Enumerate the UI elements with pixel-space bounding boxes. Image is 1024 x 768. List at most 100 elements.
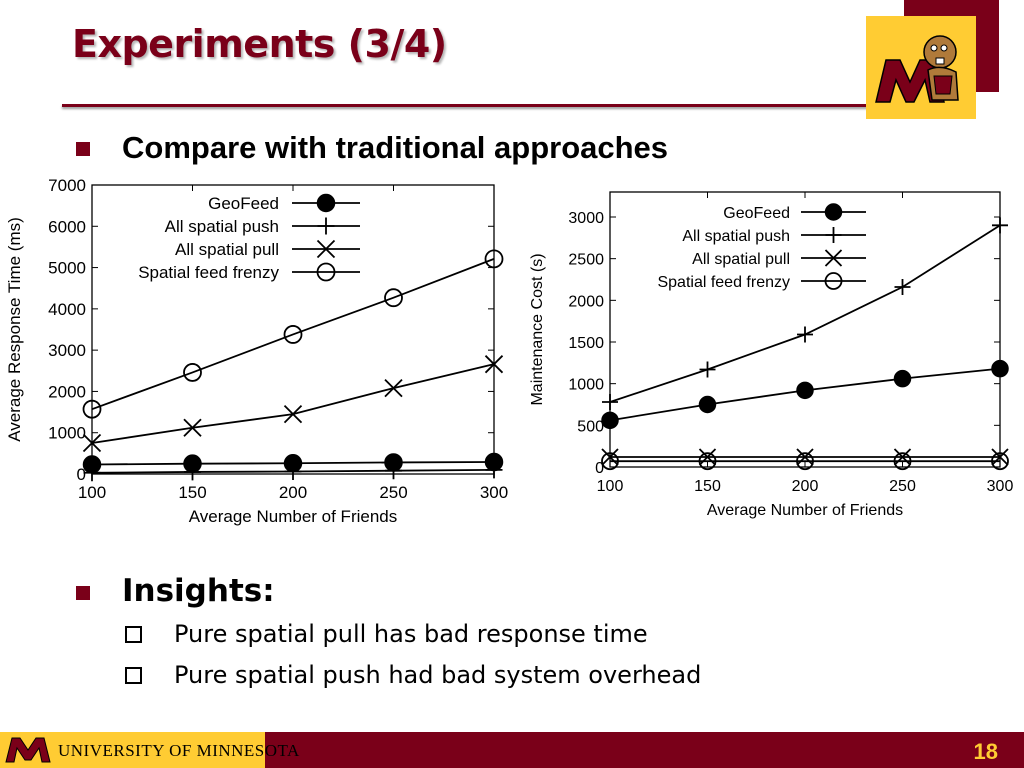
y-tick-label: 3000 [568,210,604,227]
y-tick-label: 2000 [48,382,86,401]
slide-title: Experiments (3/4) [72,22,447,66]
data-point [796,452,814,471]
legend-marker [825,227,842,243]
legend-marker [317,217,335,235]
data-point [484,355,504,374]
data-point [796,448,814,466]
legend-label: GeoFeed [723,205,790,222]
x-axis-label: Average Number of Friends [189,507,398,526]
legend-marker [316,193,336,213]
y-tick-label: 500 [577,418,604,435]
data-point [283,325,303,344]
x-axis-label: Average Number of Friends [707,502,903,519]
response-time-chart: 0 1000 2000 3000 4000 5000 6000 7000 100 150 200 25… [5,176,508,526]
legend-marker [824,203,843,221]
data-point [384,378,403,398]
data-point [992,217,1008,234]
insight-item: Pure spatial pull has bad response time [174,620,648,648]
y-tick-label: 2000 [568,293,604,310]
y-tick-label: 0 [77,465,86,484]
data-point [699,361,716,378]
data-point [698,448,717,466]
x-tick-label: 250 [379,483,407,502]
legend-label: GeoFeed [208,194,279,213]
checkbox-bullet-icon [125,626,142,643]
data-point [283,404,303,424]
data-point [184,463,201,481]
legend-label: Spatial feed frenzy [657,274,790,291]
x-tick-label: 100 [597,478,624,495]
legend-label: Spatial feed frenzy [138,263,279,282]
data-point [183,363,202,382]
data-point [698,395,717,414]
series-line [91,363,495,444]
footer-logo [0,732,265,768]
data-point [284,463,302,481]
bullet-insights: Insights: [122,573,275,609]
y-tick-label: 1500 [568,335,604,352]
data-point [991,359,1009,378]
page-number: 18 [973,739,998,764]
checkbox-bullet-icon [125,667,142,684]
data-point [384,288,403,308]
legend-marker [316,262,336,282]
x-tick-label: 150 [694,478,721,495]
x-tick-label: 150 [178,483,206,502]
legend-label: All spatial pull [175,240,279,259]
series-line [91,258,495,411]
data-point [82,433,102,453]
goldy-gopher-icon [875,35,959,103]
legend-marker [824,272,843,290]
legend-label: All spatial push [682,228,790,245]
y-tick-label: 1000 [568,377,604,394]
y-tick-label: 0 [595,460,604,477]
x-tick-label: 250 [889,478,916,495]
y-tick-label: 1000 [48,424,86,443]
y-axis-label: Average Response Time (ms) [5,217,24,442]
y-tick-label: 6000 [48,217,86,236]
y-tick-label: 2500 [568,252,604,269]
legend-marker [824,249,843,267]
plot-frame [91,184,495,475]
maintenance-cost-chart: 0 500 1000 1500 2000 2500 3000 100 150 200 250 300 A… [529,191,1014,519]
y-tick-label: 7000 [48,176,86,195]
data-point [601,411,619,430]
legend-label: All spatial pull [692,251,790,268]
data-point [82,399,102,419]
bullet-square-icon [76,586,90,600]
y-tick-label: 3000 [48,341,86,360]
data-point [894,279,911,295]
data-point [698,452,717,471]
data-point [991,452,1009,471]
insight-item: Pure spatial push had bad system overhea… [174,661,702,689]
legend-label: All spatial push [165,217,279,236]
title-divider [62,104,874,107]
university-name: UNIVERSITY OF MINNESOTA [58,741,300,760]
data-point [385,462,402,480]
x-tick-label: 300 [480,483,508,502]
data-point [83,464,101,482]
x-tick-label: 300 [987,478,1014,495]
bullet-square-icon [76,142,90,156]
data-point [797,326,813,343]
data-point [893,369,912,388]
data-point [601,448,619,466]
x-tick-label: 100 [78,483,106,502]
block-m-icon [5,737,51,763]
legend-marker [316,239,336,259]
y-axis-label: Maintenance Cost (s) [529,253,546,405]
data-point [601,452,619,471]
data-point [485,461,503,479]
x-tick-label: 200 [279,483,307,502]
bullet-compare: Compare with traditional approaches [122,130,669,165]
data-point [893,452,912,471]
data-point [484,249,504,269]
x-tick-label: 200 [792,478,819,495]
data-point [796,381,814,400]
y-tick-label: 5000 [48,259,86,278]
data-point [183,418,202,437]
y-tick-label: 4000 [48,300,86,319]
data-point [893,448,912,466]
data-point [991,448,1009,466]
data-point [602,394,618,410]
